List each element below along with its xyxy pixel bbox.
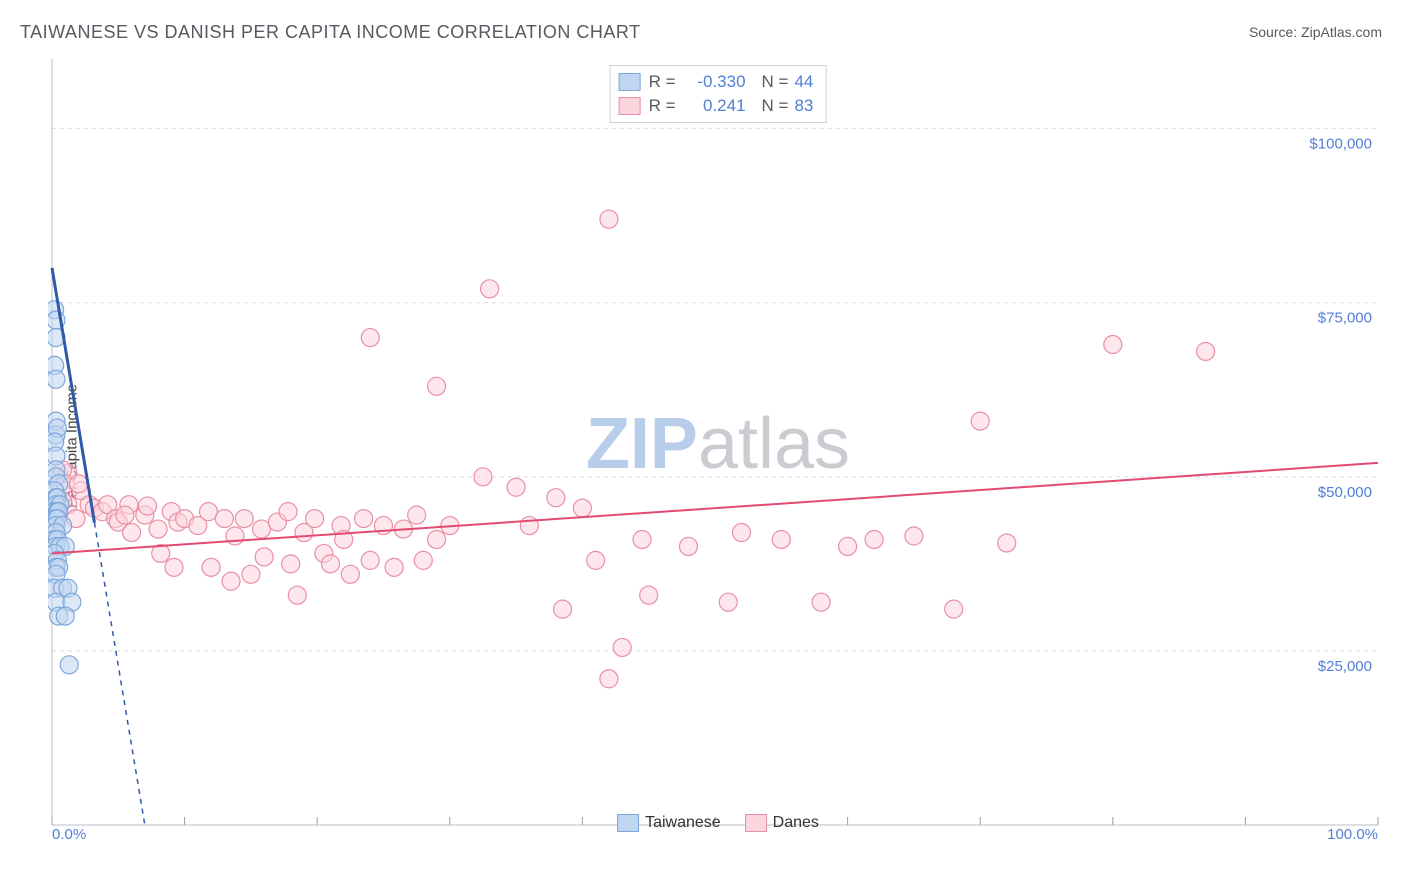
legend-n-label: N =: [762, 96, 789, 116]
source-attribution: Source: ZipAtlas.com: [1249, 24, 1382, 40]
plot-area: $25,000$50,000$75,000$100,0000.0%100.0% …: [48, 55, 1388, 840]
source-name: ZipAtlas.com: [1301, 24, 1382, 40]
svg-text:0.0%: 0.0%: [52, 826, 86, 840]
svg-text:$25,000: $25,000: [1318, 658, 1372, 675]
legend-swatch: [619, 73, 641, 91]
legend-r-value: 0.241: [682, 96, 746, 116]
svg-text:$75,000: $75,000: [1318, 310, 1372, 327]
legend-r-value: -0.330: [682, 72, 746, 92]
series-legend-label: Taiwanese: [645, 814, 721, 832]
legend-swatch: [617, 814, 639, 832]
legend-row: R = -0.330 N =44: [619, 70, 814, 94]
scatter-plot-svg: $25,000 $50,000 $75,000 $100,000 0.0% 100.0%: [48, 55, 1388, 840]
correlation-legend: R = -0.330 N =44 R = 0.241 N =83: [610, 65, 827, 123]
legend-n-value: 44: [794, 72, 813, 92]
svg-text:100.0%: 100.0%: [1327, 826, 1378, 840]
series-legend: Taiwanese Danes: [617, 814, 819, 832]
source-prefix: Source:: [1249, 24, 1301, 40]
svg-text:$100,000: $100,000: [1309, 136, 1372, 153]
legend-swatch: [619, 97, 641, 115]
svg-text:$50,000: $50,000: [1318, 484, 1372, 501]
series-legend-item: Danes: [745, 814, 819, 832]
chart-title: TAIWANESE VS DANISH PER CAPITA INCOME CO…: [20, 22, 641, 43]
legend-n-label: N =: [762, 72, 789, 92]
legend-r-label: R =: [649, 96, 676, 116]
legend-swatch: [745, 814, 767, 832]
legend-r-label: R =: [649, 72, 676, 92]
legend-row: R = 0.241 N =83: [619, 94, 814, 118]
series-legend-item: Taiwanese: [617, 814, 721, 832]
series-legend-label: Danes: [773, 814, 819, 832]
chart-container: TAIWANESE VS DANISH PER CAPITA INCOME CO…: [0, 0, 1406, 892]
legend-n-value: 83: [794, 96, 813, 116]
